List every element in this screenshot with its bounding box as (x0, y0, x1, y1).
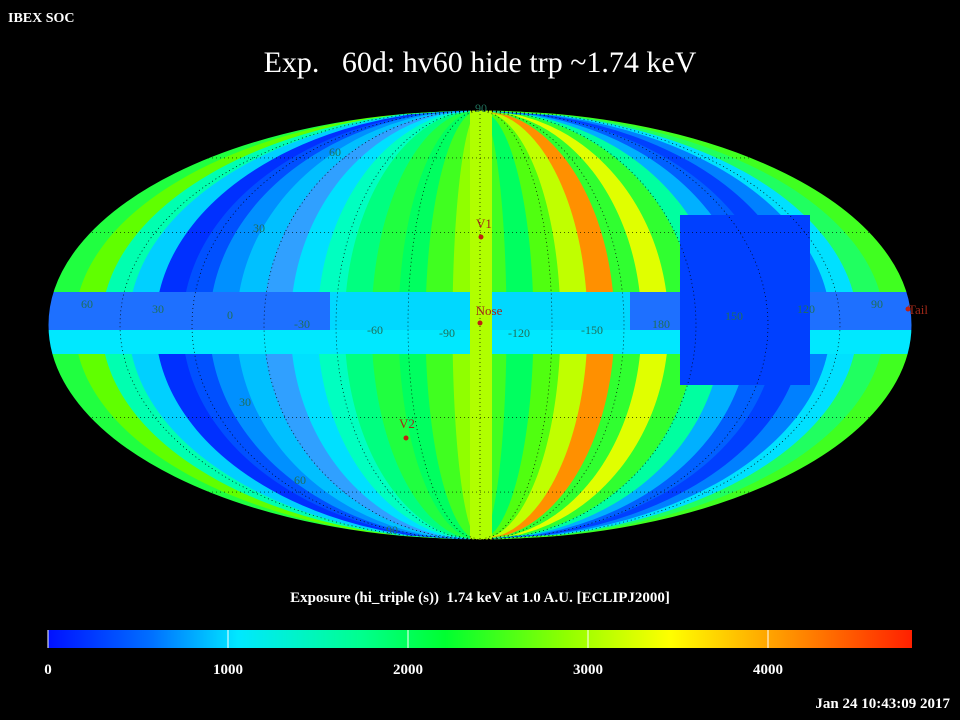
lon-label: -60 (367, 323, 383, 337)
colorbar-tick-label: 3000 (573, 662, 603, 678)
graticule (119, 110, 481, 540)
colorbar-ticks: 0 1000 2000 3000 4000 (44, 630, 783, 678)
graticule (335, 110, 481, 540)
lat-label: 60 (329, 145, 341, 159)
lat-label: 90 (475, 101, 487, 115)
colorbar-tick-label: 4000 (753, 662, 783, 678)
marker-dot (403, 435, 409, 441)
lon-label: 0 (227, 308, 233, 322)
graticule (479, 110, 841, 540)
colorbar-label: Exposure (hi_triple (s)) 1.74 keV at 1.0… (290, 590, 670, 606)
lat-label: 90 (386, 523, 398, 537)
colorbar-tick-label: 1000 (213, 662, 243, 678)
colorbar (48, 630, 912, 648)
graticule (479, 110, 553, 540)
tail-block (680, 215, 810, 385)
sky-map (48, 110, 912, 540)
lon-label: -90 (439, 326, 455, 340)
map-labels: 90 60 30 30 60 90 60 30 0 -30 -60 -90 -120 -150 180 150… (81, 101, 928, 537)
graticule (479, 110, 625, 540)
lon-label: 90 (871, 297, 883, 311)
marker-dot (905, 306, 911, 312)
title: Exp. 60d: hv60 hide trp ~1.74 keV (264, 46, 697, 79)
lon-label: 60 (81, 297, 93, 311)
lon-label: -150 (581, 323, 603, 337)
lon-label: 150 (725, 309, 743, 323)
lon-label: 120 (797, 302, 815, 316)
map-outline (47, 109, 913, 541)
marker-label: Nose (476, 303, 503, 318)
marker-label: Tail (908, 302, 928, 317)
lat-label: 30 (239, 395, 251, 409)
lat-label: 60 (294, 473, 306, 487)
colorbar-tick-label: 2000 (393, 662, 423, 678)
graticule (407, 110, 481, 540)
marker-label: V2 (399, 416, 415, 431)
lon-label: 180 (652, 317, 670, 331)
colorbar-tick-label: 0 (44, 662, 52, 678)
lon-label: 30 (152, 302, 164, 316)
marker-label: V1 (476, 216, 492, 231)
marker-dot (478, 234, 484, 240)
lat-label: 30 (253, 221, 265, 235)
timestamp: Jan 24 10:43:09 2017 (815, 696, 950, 712)
lon-label: -120 (508, 326, 530, 340)
marker-dot (477, 320, 483, 326)
org-label: IBEX SOC (8, 11, 75, 26)
lon-label: -30 (294, 317, 310, 331)
